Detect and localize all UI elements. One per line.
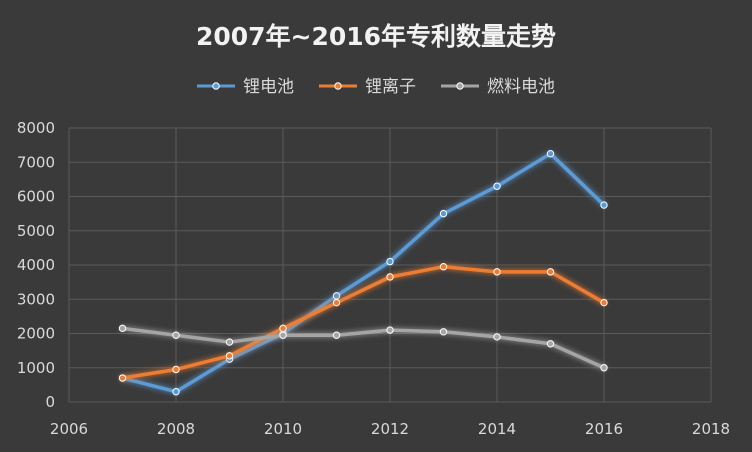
chart-title: 2007年~2016年专利数量走势: [196, 22, 556, 51]
y-tick-label: 8000: [17, 119, 55, 137]
legend-marker: [456, 82, 464, 90]
data-point: [439, 328, 448, 336]
legend-label: 燃料电池: [487, 77, 555, 97]
data-point: [600, 298, 608, 307]
y-tick-label: 6000: [17, 188, 55, 206]
data-point: [493, 182, 501, 190]
data-point: [279, 331, 287, 339]
data-point: [332, 292, 341, 300]
data-point: [386, 326, 394, 334]
x-tick-label: 2018: [692, 420, 730, 438]
data-point: [546, 268, 555, 276]
x-tick-label: 2012: [371, 420, 409, 438]
data-point: [439, 209, 448, 218]
data-point: [546, 149, 555, 158]
data-point: [600, 364, 608, 372]
x-tick-label: 2016: [585, 420, 623, 438]
data-point: [225, 338, 234, 346]
legend-item: 锂电池: [197, 77, 294, 97]
legend-marker: [212, 82, 220, 90]
data-point: [279, 324, 287, 333]
series-1: [118, 263, 608, 382]
legend-marker: [334, 82, 342, 90]
data-point: [172, 388, 180, 396]
data-point: [118, 324, 127, 333]
data-point: [600, 201, 608, 209]
x-tick-label: 2006: [50, 420, 88, 438]
data-point: [386, 257, 394, 266]
y-tick-label: 5000: [17, 222, 55, 240]
y-tick-label: 3000: [17, 290, 55, 308]
data-point: [386, 273, 394, 281]
data-point: [118, 374, 127, 382]
series-group: [118, 149, 608, 396]
legend-label: 锂电池: [243, 77, 294, 97]
data-point: [332, 331, 341, 339]
legend-item: 燃料电池: [441, 77, 555, 97]
y-tick-label: 2000: [17, 325, 55, 343]
x-tick-label: 2014: [478, 420, 516, 438]
series-line: [120, 264, 606, 380]
data-point: [332, 298, 341, 307]
legend-label: 锂离子: [365, 77, 416, 97]
data-point: [493, 268, 501, 276]
y-tick-label: 0: [45, 393, 55, 411]
data-point: [172, 331, 180, 339]
legend: 锂电池 锂离子 燃料电池: [197, 77, 555, 97]
series-2: [118, 324, 608, 372]
legend-item: 锂离子: [319, 77, 416, 97]
x-tick-label: 2008: [157, 420, 195, 438]
y-tick-label: 1000: [17, 359, 55, 377]
y-tick-label: 4000: [17, 256, 55, 274]
y-tick-label: 7000: [17, 153, 55, 171]
data-point: [546, 340, 555, 348]
data-point: [172, 365, 180, 374]
data-point: [439, 263, 448, 271]
data-point: [493, 333, 501, 341]
series-line: [120, 151, 606, 394]
x-tick-label: 2010: [264, 420, 302, 438]
x-axis: 2006 2008 2010 2012 2014 2016 2018: [50, 420, 730, 438]
series-line: [120, 326, 606, 370]
data-point: [225, 352, 234, 360]
y-axis: 0 1000 2000 3000 4000 5000 6000 7000 8000: [17, 119, 55, 411]
